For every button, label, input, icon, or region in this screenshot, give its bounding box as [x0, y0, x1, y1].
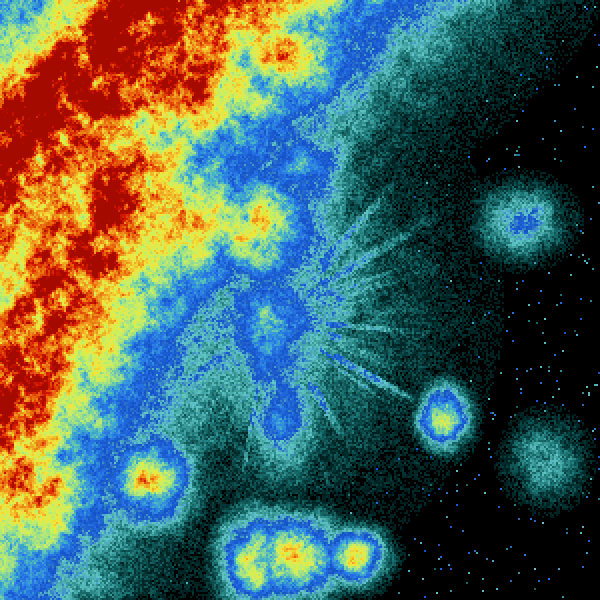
radar-image-viewport: Radar Reflectivity Composite radar-jet b…	[0, 0, 600, 600]
radar-reflectivity-canvas	[0, 0, 600, 600]
